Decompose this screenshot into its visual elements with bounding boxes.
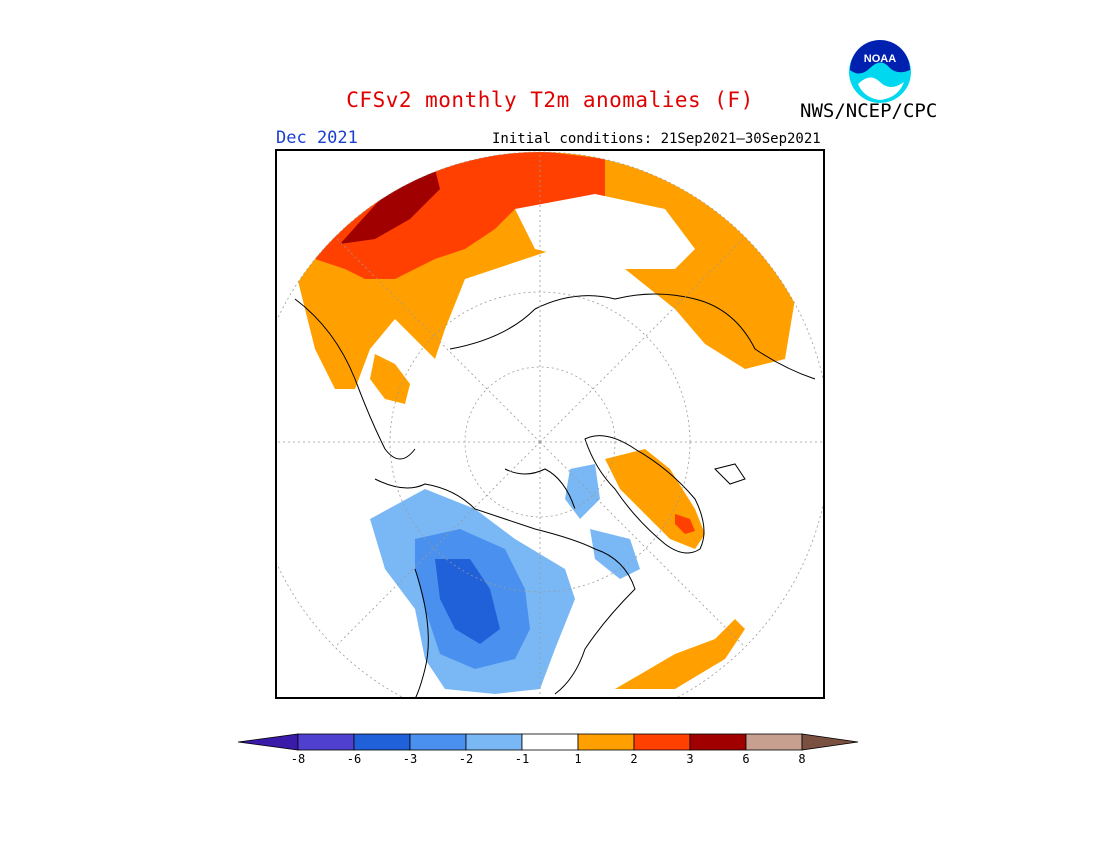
colorbar-bin (689, 733, 747, 751)
colorbar-bin (745, 733, 803, 751)
noaa-logo: NOAA (848, 40, 912, 104)
chart-title: CFSv2 monthly T2m anomalies (F) (346, 88, 754, 112)
valid-month-label: Dec 2021 (276, 128, 358, 148)
colorbar-bin (409, 733, 467, 751)
anomaly-region-eurasia-3f (340, 169, 440, 244)
colorbar-tick-label: -2 (458, 752, 474, 766)
colorbar-tick-label: -6 (346, 752, 362, 766)
colorbar-bin (633, 733, 691, 751)
colorbar-arrow-high (801, 733, 859, 751)
anomaly-region-greenland-2f (675, 514, 695, 534)
colorbar-tick-label: 1 (574, 752, 582, 766)
colorbar-bin (521, 733, 579, 751)
colorbar-tick-label: -3 (402, 752, 418, 766)
noaa-logo-text: NOAA (864, 53, 896, 65)
colorbar-tick-label: 3 (686, 752, 694, 766)
colorbar-bin (465, 733, 523, 751)
colorbar-tick-label: 8 (798, 752, 806, 766)
colorbar-bin (577, 733, 635, 751)
agency-label: NWS/NCEP/CPC (800, 100, 938, 122)
anomaly-region-alaska-minus3f (435, 559, 500, 644)
colorbar (238, 733, 859, 751)
colorbar-bin (297, 733, 355, 751)
anomaly-region-canada-minus1f (590, 529, 640, 579)
graticule (275, 151, 825, 699)
colorbar-tick-label: 6 (742, 752, 750, 766)
colorbar-tick-label: -1 (514, 752, 530, 766)
colorbar-arrow-low (238, 733, 299, 751)
anomaly-region-eurasia-blank (515, 194, 695, 269)
anomaly-region-europe-1f (370, 354, 410, 404)
anomaly-region-eurasia-2f (315, 152, 605, 279)
colorbar-tick-label: 2 (630, 752, 638, 766)
initial-conditions-label: Initial conditions: 21Sep2021–30Sep2021 (492, 131, 821, 147)
polar-map (275, 149, 825, 699)
colorbar-tick-label: -8 (290, 752, 306, 766)
anomaly-region-atlantic-1f (615, 619, 745, 689)
coastlines (294, 293, 816, 699)
colorbar-bin (353, 733, 411, 751)
